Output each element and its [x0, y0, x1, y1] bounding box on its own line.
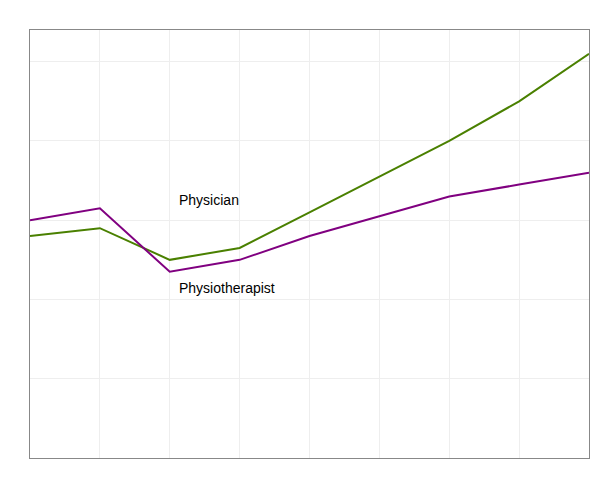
svg-text:Physiotherapist: Physiotherapist: [179, 280, 275, 296]
svg-text:Physician: Physician: [179, 192, 239, 208]
